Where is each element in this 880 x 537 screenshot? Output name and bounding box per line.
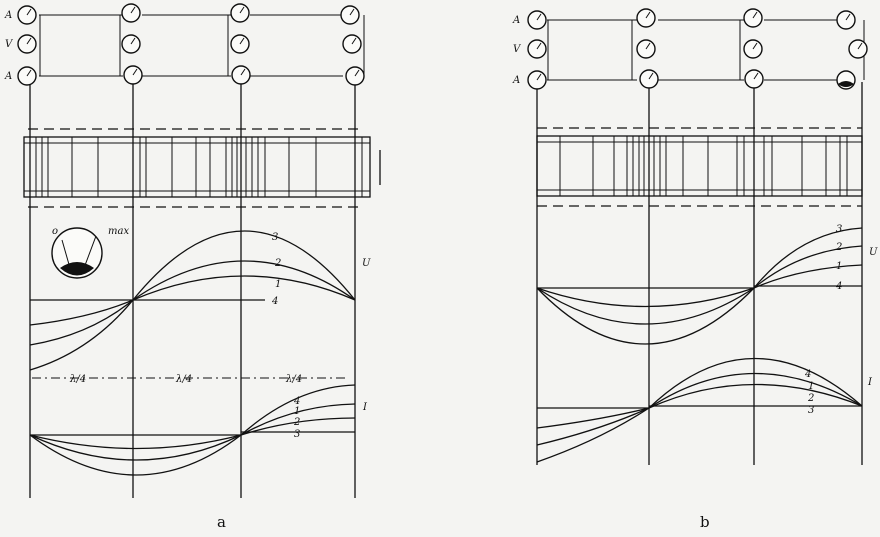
panel-b-ammeter-bottom: [527, 69, 856, 90]
panel-a-meter-label-v: V: [5, 39, 14, 50]
panel-a-current-curves: 4 1 2 3 I: [29, 384, 368, 476]
panel-a-voltage-curves: 3 2 1 4 U: [29, 230, 371, 371]
voltage-curve-label-4: 4: [271, 296, 278, 307]
panel-b-meter-circuit: A V A: [512, 8, 868, 90]
gauge-max-label: max: [108, 226, 129, 237]
panel-a-quarter-wave-markers: λ/4 λ/4 λ/4: [32, 374, 345, 385]
panel-b-voltage-curve-label-2: 2: [835, 242, 842, 253]
voltage-curve-label-2: 2: [274, 258, 281, 269]
voltage-curve-label-3: 3: [272, 232, 278, 243]
voltage-axis-label: U: [362, 258, 371, 269]
panel-b-voltage-curves: 3 2 1 4 U: [536, 224, 878, 345]
panel-b-voltmeter-row: [527, 39, 868, 59]
panel-b-caption: b: [700, 513, 710, 531]
quarter-wave-label-1: λ/4: [69, 374, 86, 385]
current-curve-label-1: 1: [294, 406, 300, 417]
panel-a-waveguide-strip: [23, 136, 381, 198]
panel-b-meter-label-a1: A: [512, 15, 520, 26]
panel-b-current-axis-label: I: [867, 377, 873, 388]
panel-a-meter-label-a1: A: [4, 10, 12, 21]
panel-b-meter-label-a2: A: [512, 75, 520, 86]
panel-a-ammeter-top: [17, 3, 360, 25]
panel-b-voltage-curve-label-4: 4: [835, 281, 842, 292]
panel-b: A V A 3 2 1 4 U: [512, 8, 878, 531]
current-curve-label-4: 4: [293, 396, 300, 407]
panel-b-ammeter-top: [527, 8, 856, 30]
panel-a-meter-circuit: A V A: [4, 3, 365, 86]
quarter-wave-label-3: λ/4: [285, 374, 302, 385]
panel-b-current-curve-label-1: 1: [808, 381, 814, 392]
quarter-wave-label-2: λ/4: [175, 374, 192, 385]
voltage-curve-label-1: 1: [275, 279, 281, 290]
panel-b-current-curve-label-3: 3: [808, 405, 814, 416]
panel-b-voltage-curve-label-3: 3: [836, 224, 842, 235]
current-curve-label-2: 2: [293, 417, 300, 428]
panel-a-ammeter-bottom: [17, 65, 365, 86]
panel-b-waveguide-strip: [536, 135, 863, 197]
gauge-zero-label: o: [52, 226, 58, 237]
current-curve-label-3: 3: [294, 429, 300, 440]
panel-b-current-curves: 4 1 2 3 I: [536, 357, 873, 463]
panel-b-voltage-curve-label-1: 1: [836, 261, 842, 272]
panel-b-voltage-axis-label: U: [869, 247, 878, 258]
panel-a-voltmeter-row: [17, 34, 362, 54]
panel-b-current-curve-label-4: 4: [804, 369, 811, 380]
panel-b-meter-label-v: V: [513, 44, 522, 55]
panel-a: A V A o max: [4, 3, 381, 531]
panel-a-caption: a: [217, 513, 226, 531]
panel-b-current-curve-label-2: 2: [807, 393, 814, 404]
panel-a-gauge: o max: [51, 226, 129, 279]
panel-a-meter-label-a2: A: [4, 71, 12, 82]
current-axis-label: I: [362, 402, 368, 413]
